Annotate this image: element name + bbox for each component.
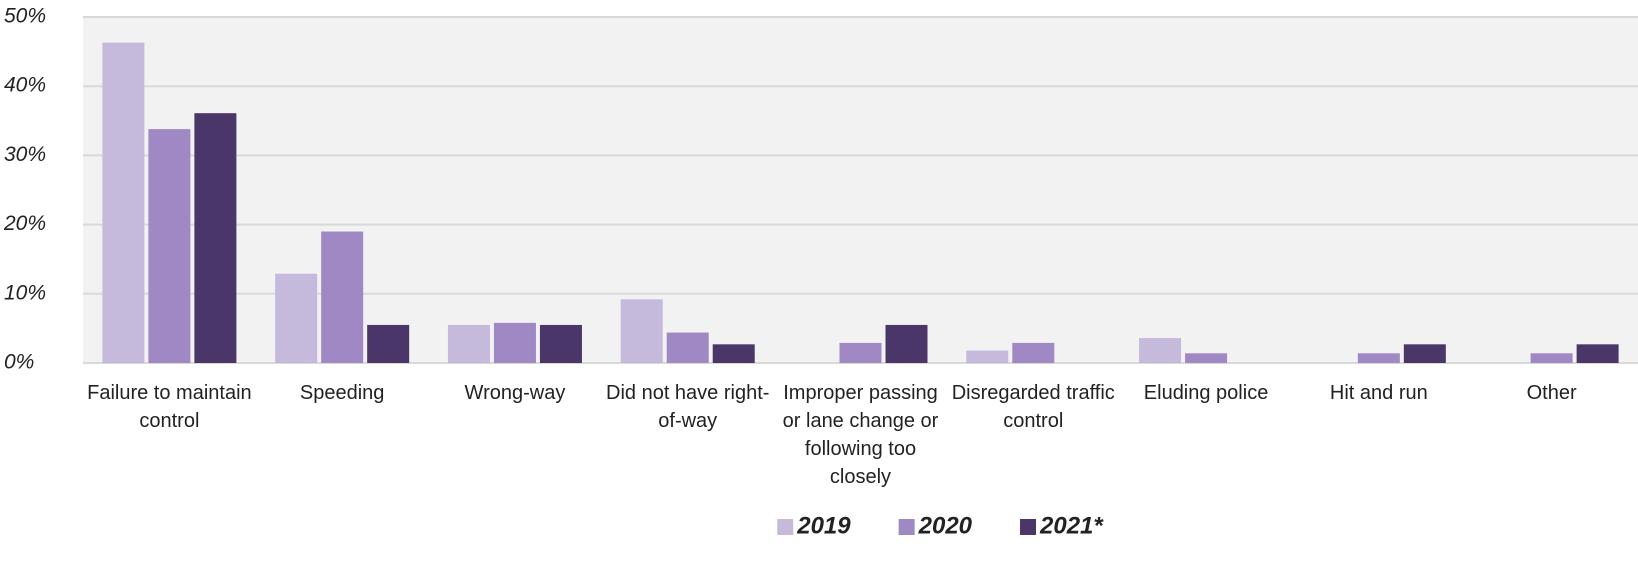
- y-tick-label: 0%: [4, 351, 34, 374]
- x-tick-label: Did not have right-of-way: [606, 382, 770, 432]
- x-tick-label: Hit and run: [1329, 382, 1428, 404]
- bar: [539, 324, 582, 363]
- bar: [1530, 353, 1573, 363]
- bar: [493, 322, 536, 363]
- bar: [1357, 353, 1400, 363]
- bar: [148, 129, 191, 363]
- bar: [839, 342, 882, 363]
- legend-label: 2019: [796, 512, 851, 539]
- bar: [620, 299, 663, 363]
- x-tick-label: Wrong-way: [464, 382, 566, 404]
- bar: [1012, 342, 1055, 363]
- legend-swatch: [777, 519, 794, 535]
- x-tick-label: Improper passing or lane change or follo…: [782, 382, 939, 488]
- bar: [367, 324, 410, 363]
- bar: [712, 344, 755, 363]
- y-tick-label: 10%: [4, 281, 46, 304]
- legend-label: 2021*: [1039, 512, 1104, 539]
- bar: [885, 324, 928, 363]
- bar: [102, 42, 145, 363]
- y-tick-label: 20%: [3, 212, 46, 235]
- bar: [1139, 338, 1182, 363]
- x-tick-label: Eluding police: [1143, 382, 1269, 404]
- legend-swatch: [898, 519, 915, 535]
- x-tick-label: Other: [1526, 382, 1577, 404]
- y-tick-label: 40%: [4, 74, 46, 97]
- legend-label: 2020: [918, 512, 973, 539]
- bar: [275, 273, 318, 363]
- bar: [321, 231, 364, 363]
- y-tick-label: 30%: [4, 143, 46, 166]
- y-tick-label: 50%: [4, 5, 46, 28]
- bar: [194, 113, 237, 363]
- legend-swatch: [1020, 519, 1037, 535]
- x-tick-label: Speeding: [299, 382, 385, 404]
- bar: [1403, 344, 1446, 363]
- x-tick-label: Disregarded traffic control: [951, 382, 1115, 432]
- bar: [966, 350, 1009, 363]
- bar: [1185, 353, 1228, 363]
- bar: [666, 332, 709, 363]
- x-tick-label: Failure to maintain control: [87, 382, 252, 432]
- bar: [1576, 344, 1619, 363]
- bar: [447, 324, 490, 363]
